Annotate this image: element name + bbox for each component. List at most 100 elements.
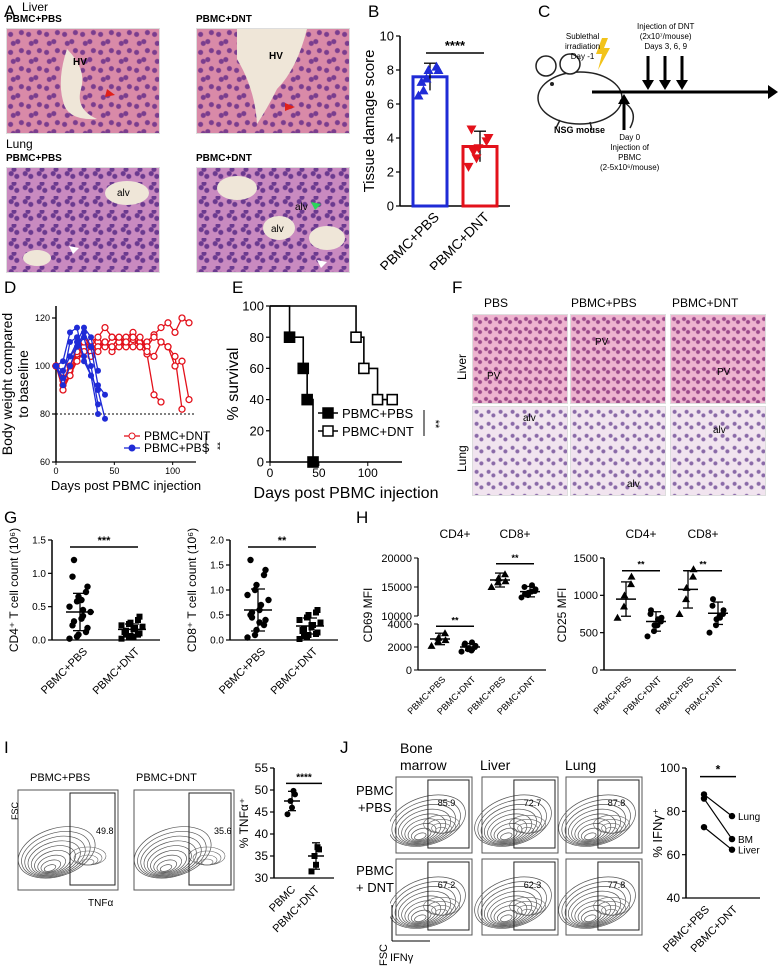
contour-line xyxy=(484,808,538,845)
contour-line xyxy=(558,794,636,847)
data-point xyxy=(67,353,73,360)
y-axis-title: CD8⁺ T cell count (10⁶) xyxy=(185,528,199,652)
contour-line xyxy=(564,886,626,928)
panel-a-liver-title: Liver xyxy=(22,0,49,14)
data-point xyxy=(296,617,303,623)
data-point xyxy=(67,363,73,369)
data-point xyxy=(627,572,636,580)
contour-line xyxy=(153,854,182,874)
data-point xyxy=(132,625,138,631)
legend-label: PBMC+PBS xyxy=(144,441,210,455)
data-point xyxy=(413,90,424,100)
panel-j-row-pbs: PBMC +PBS xyxy=(356,783,394,815)
panel-i-yaxis-label: FSC xyxy=(10,802,20,820)
irradiation-label: Sublethal irradiation Day -1 xyxy=(565,32,601,61)
significance-label: ** xyxy=(511,553,519,563)
legend-marker xyxy=(322,407,334,419)
significance-label: ** xyxy=(451,615,459,625)
y-tick-label: 0.5 xyxy=(210,611,224,622)
legend-label: PBMC+PBS xyxy=(342,406,413,421)
y-tick-label: 55 xyxy=(255,761,269,775)
panel-label-d: D xyxy=(4,278,17,297)
data-point xyxy=(468,147,479,157)
series-label: Liver xyxy=(738,846,760,857)
lung-dnt-micrograph: alv alv xyxy=(196,167,350,273)
panel-e-chart: 0 20 40 60 80 100 0 50 100 % survival Days post PB… xyxy=(225,299,441,502)
contour-line xyxy=(564,804,626,846)
data-point xyxy=(466,125,477,135)
y-tick-label: 8 xyxy=(387,63,394,78)
data-point xyxy=(60,367,66,374)
f-lung-pbs: alv xyxy=(472,406,568,496)
data-point xyxy=(178,405,186,413)
legend-label: PBMC+DNT xyxy=(144,429,211,443)
dnt-injection-label: Injection of DNT (2x10⁷/mouse) Days 3, 6, … xyxy=(637,22,695,51)
gate-value: 49.8 xyxy=(96,826,114,836)
lung-pbs-micrograph: alv xyxy=(6,167,160,273)
contour-line xyxy=(509,814,546,834)
gate-value: 67.2 xyxy=(438,880,456,890)
contour-line xyxy=(574,818,612,843)
data-point xyxy=(262,566,269,574)
data-point xyxy=(122,338,130,346)
y-tick-label: 50 xyxy=(255,783,269,797)
panel-d-chart: 60 80 100 120 0 50 100 Body weight compared to b… xyxy=(0,306,220,493)
data-point xyxy=(463,162,474,172)
data-point xyxy=(613,613,622,621)
data-point xyxy=(251,631,259,639)
contour-line xyxy=(143,840,197,876)
data-point xyxy=(296,636,303,642)
y-tick-label: 10 xyxy=(380,29,394,44)
contour-line xyxy=(558,876,636,929)
significance-label: *** xyxy=(98,535,112,547)
data-point xyxy=(620,602,628,610)
data-point xyxy=(150,391,158,399)
contour-line xyxy=(561,881,631,928)
data-point xyxy=(458,648,465,655)
y-tick-label: 80 xyxy=(40,409,50,419)
panel-a-liver-dnt-label: PBMC+DNT xyxy=(196,14,252,25)
series-label: BM xyxy=(738,835,753,846)
data-point xyxy=(386,393,399,406)
significance-label: ** xyxy=(278,535,287,547)
f-lung-pbs-alv: alv xyxy=(523,413,536,424)
data-point xyxy=(118,622,125,629)
data-point xyxy=(164,343,172,351)
contour-line xyxy=(584,832,597,841)
y-axis-title: CD4⁺ T cell count (10⁶) xyxy=(7,528,21,652)
y-tick-label: 500 xyxy=(580,628,598,640)
f-lung-pbmc-dnt: alv xyxy=(670,406,766,496)
data-point xyxy=(421,73,432,83)
data-point xyxy=(69,573,76,580)
panel-a-liver-pbs-label: PBMC+PBS xyxy=(6,14,62,25)
data-point xyxy=(423,65,434,74)
panel-j-row-dnt: PBMC + DNT xyxy=(356,863,394,895)
x-tick-label: 100 xyxy=(165,466,180,476)
data-point xyxy=(94,333,102,341)
f-lung-pbmc-pbs-alv: alv xyxy=(627,479,640,490)
contour-line xyxy=(496,909,518,923)
group-label: CD8+ xyxy=(687,527,718,541)
lung-pbs-alv-label: alv xyxy=(117,188,130,199)
contour-line xyxy=(500,914,513,923)
data-point xyxy=(101,323,109,332)
data-point xyxy=(244,634,251,641)
y-tick-label: 40 xyxy=(667,891,681,905)
data-point xyxy=(314,629,321,636)
f-liver-pbs: PV xyxy=(472,314,568,404)
data-point xyxy=(728,812,736,820)
contour-line xyxy=(423,814,460,834)
data-point xyxy=(185,319,193,327)
gate-box xyxy=(188,792,232,886)
data-point xyxy=(84,624,91,632)
y-tick-label: 0.0 xyxy=(210,636,224,647)
contour-line xyxy=(593,896,630,916)
significance-label: **** xyxy=(445,38,466,53)
contour-line xyxy=(140,835,202,877)
y-tick-label: 40 xyxy=(250,392,264,407)
data-point xyxy=(73,357,81,365)
y-tick-label: 6 xyxy=(387,97,394,112)
survival-step-line xyxy=(270,305,314,462)
survival-step-line xyxy=(270,305,393,401)
